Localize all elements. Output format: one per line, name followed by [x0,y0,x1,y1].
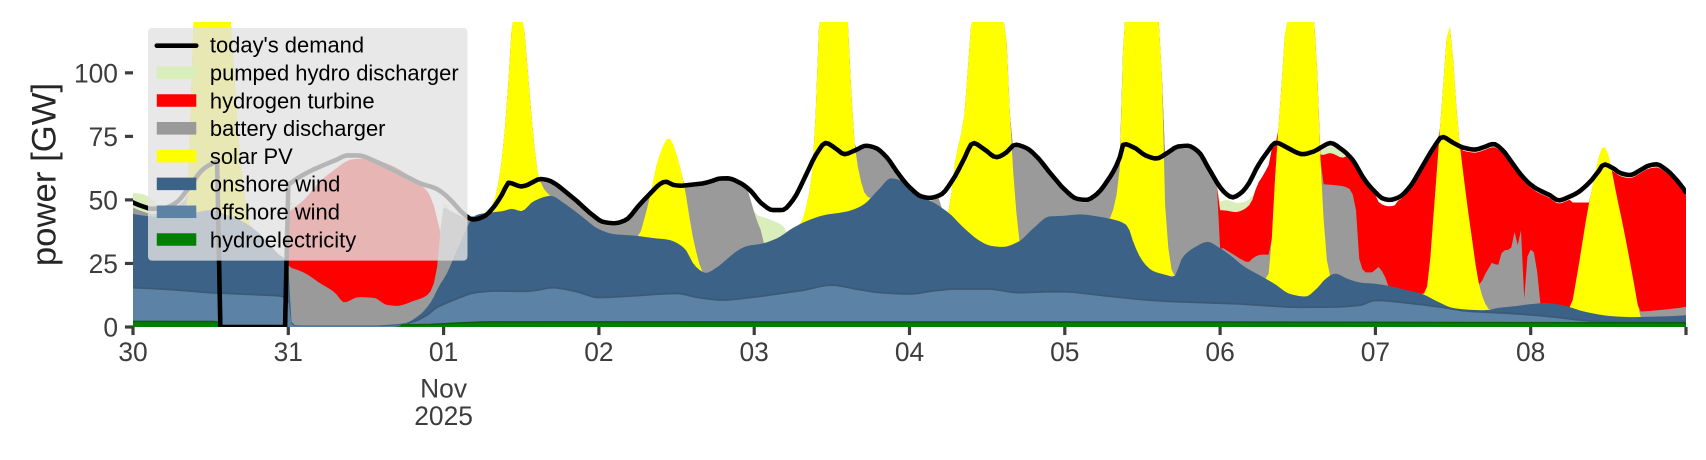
svg-text:25: 25 [89,249,118,279]
svg-text:01: 01 [429,337,458,367]
svg-text:hydroelectricity: hydroelectricity [210,227,356,252]
svg-text:05: 05 [1050,337,1079,367]
svg-text:31: 31 [274,337,303,367]
svg-text:Nov: Nov [420,374,468,404]
svg-text:08: 08 [1516,337,1545,367]
svg-text:06: 06 [1205,337,1234,367]
svg-text:2025: 2025 [414,401,473,431]
svg-text:today's demand: today's demand [210,33,364,58]
svg-text:07: 07 [1361,337,1390,367]
svg-text:100: 100 [74,58,118,88]
svg-text:battery discharger: battery discharger [210,116,386,141]
svg-text:30: 30 [118,337,147,367]
svg-text:0: 0 [103,313,118,343]
svg-text:50: 50 [89,185,118,215]
svg-text:power [GW]: power [GW] [26,83,64,266]
svg-text:02: 02 [584,337,613,367]
svg-text:pumped hydro discharger: pumped hydro discharger [210,60,459,85]
svg-text:hydrogen turbine: hydrogen turbine [210,88,375,113]
svg-text:04: 04 [895,337,924,367]
svg-text:onshore wind: onshore wind [210,172,340,197]
svg-text:offshore wind: offshore wind [210,200,340,225]
svg-text:75: 75 [89,122,118,152]
svg-text:solar PV: solar PV [210,144,293,169]
svg-text:03: 03 [740,337,769,367]
